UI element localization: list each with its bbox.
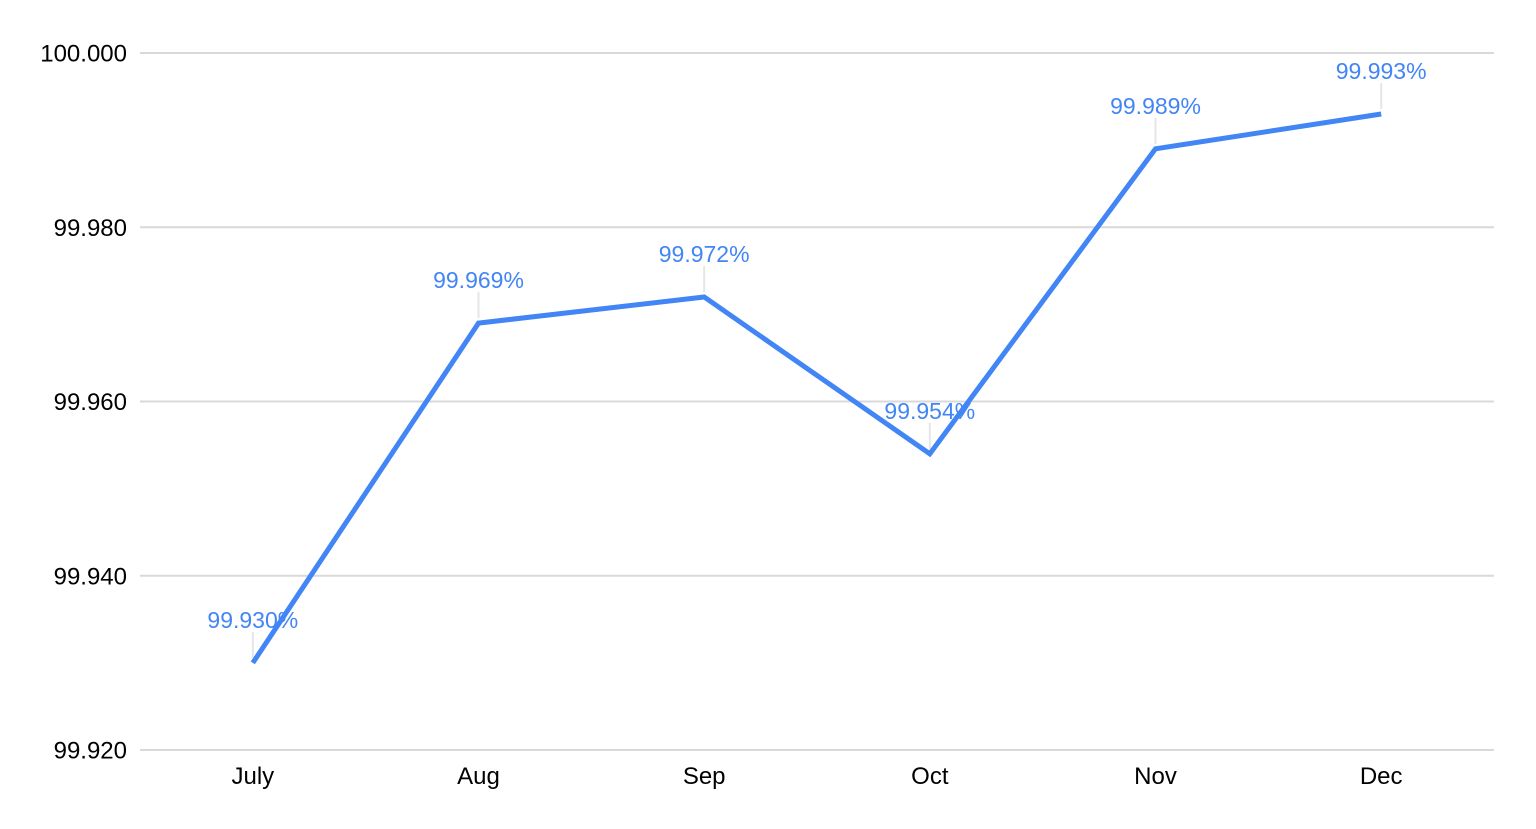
series-line bbox=[250, 111, 1382, 665]
x-axis-tick-label: Oct bbox=[911, 763, 949, 790]
data-point-label: 99.930% bbox=[207, 607, 298, 633]
x-axis-tick-label: Aug bbox=[457, 763, 500, 790]
x-axis-tick-label: July bbox=[231, 763, 274, 790]
x-axis-tick-label: Sep bbox=[683, 763, 726, 790]
x-axis-tick-label: Nov bbox=[1134, 763, 1177, 790]
y-axis-tick-label: 99.920 bbox=[54, 738, 127, 765]
data-point-label: 99.972% bbox=[659, 241, 750, 267]
y-axis-tick-label: 100.000 bbox=[40, 41, 127, 68]
x-axis-tick-label: Dec bbox=[1360, 763, 1403, 790]
y-axis-tick-label: 99.980 bbox=[54, 215, 127, 242]
data-point-label: 99.989% bbox=[1110, 93, 1201, 119]
y-axis-tick-label: 99.940 bbox=[54, 563, 127, 590]
y-axis-tick-label: 99.960 bbox=[54, 389, 127, 416]
data-point-label: 99.993% bbox=[1336, 58, 1427, 84]
data-point-label: 99.969% bbox=[433, 267, 524, 293]
data-point-label: 99.954% bbox=[884, 398, 975, 424]
